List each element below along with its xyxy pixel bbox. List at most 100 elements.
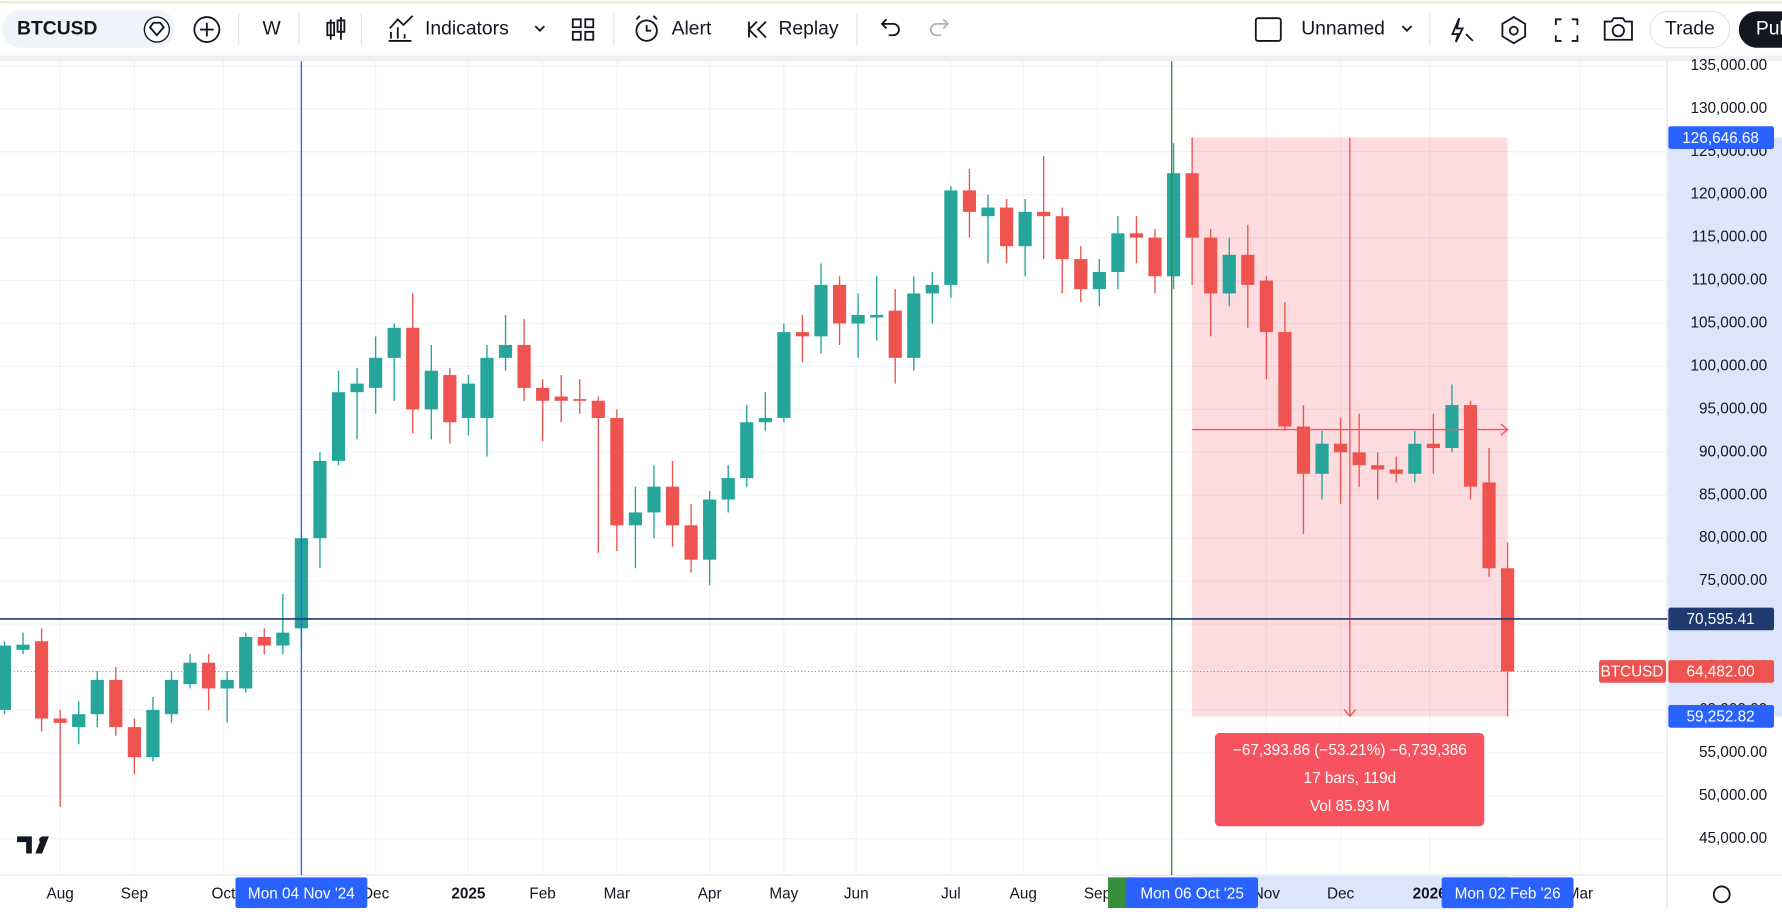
redo-button[interactable] [929,18,950,37]
publish-label[interactable]: Pul [1756,19,1782,40]
candle-body [1111,233,1125,272]
fullscreen-button[interactable] [1554,18,1579,42]
indicators-button[interactable]: Indicators [425,19,509,40]
candle-body [870,314,884,318]
last-price-label: 64,482.00 [1687,664,1755,681]
crosshair-price-label-box [1668,607,1775,631]
x-tick-label: Jun [844,885,869,902]
y-tick-label: 110,000.00 [1692,272,1768,289]
candle-body [536,387,550,401]
candle-body [220,679,234,689]
indicators-icon[interactable] [388,15,414,42]
undo-button[interactable] [880,18,900,37]
settings-dot [1508,25,1519,36]
candle-body [1129,233,1144,238]
measure-volume: Vol 85.93 M [1310,798,1390,815]
measure-bars: 17 bars, 119d [1304,770,1397,787]
axis-settings[interactable] [1712,885,1731,904]
candle-body [424,370,438,410]
candle-body [1259,280,1273,333]
x-tick-label: Jul [941,885,961,902]
candle-body [703,499,717,560]
symbol[interactable]: BTCUSD [17,19,97,40]
trade-label[interactable]: Trade [1665,19,1715,40]
x-tick-label: Sep [121,885,148,902]
candle-body [276,632,290,646]
x-tick-label: Oct [212,885,237,902]
candle-body [1055,216,1069,260]
date-label: Mon 02 Feb '26 [1455,885,1561,902]
candle-body [1463,405,1478,487]
x-tick-label: May [769,885,798,902]
dropdown-icon[interactable] [534,25,546,32]
date-label-box [1441,877,1574,909]
replay-icon[interactable] [747,20,767,39]
candle-body [53,718,67,723]
toolbar [0,0,1782,57]
y-tick-label: 55,000.00 [1699,744,1767,761]
toolbar-divider [0,55,1782,62]
candle-body [1222,254,1236,294]
y-tick-label: 130,000.00 [1690,100,1767,117]
low-price-label-box [1668,704,1775,728]
candle-body [591,400,605,418]
overlays: 126,646.68 70,595.41 64,482.00 59,252.82 BTC… [0,61,1775,909]
candle-body [981,207,995,217]
candle-body [554,396,568,401]
candle-body [350,383,364,393]
candle-body [127,727,141,758]
replay-button[interactable]: Replay [778,19,838,40]
y-tick-label: 115,000.00 [1692,229,1768,246]
quick-search-button[interactable] [1451,17,1474,43]
snapshot-button[interactable] [1603,17,1633,41]
candle-body [16,644,30,650]
crosshair-price-label: 70,595.41 [1687,611,1755,628]
candle-body [239,636,253,689]
candle-body [610,417,624,526]
candle-body [1426,443,1440,449]
alert-button[interactable]: Alert [672,19,712,40]
interval[interactable]: W [263,19,282,40]
candle-body [109,679,123,728]
candle-body [795,332,810,337]
candle-body [1204,237,1218,294]
measure-info-box [1214,733,1485,827]
date-marker-stub [1108,877,1131,909]
candle-body [1148,237,1162,277]
layout-dropdown[interactable] [1401,25,1413,32]
candle-body [146,709,160,758]
candle-body [498,344,513,358]
candle-body [1092,271,1106,290]
candle-body [665,486,680,526]
x-tick-label: Mar [604,885,630,902]
y-tick-label: 95,000.00 [1699,400,1767,417]
publish-button[interactable] [1738,11,1782,48]
candle-body [1445,405,1459,449]
candle-body [35,641,49,719]
symbol-search[interactable] [2,10,176,48]
candle-body [1482,482,1496,569]
layout-name[interactable]: Unnamed [1301,19,1385,40]
alert-icon[interactable] [635,19,658,42]
x-tick-label: Dec [362,885,390,902]
templates-button[interactable] [571,18,595,41]
x-tick-label: Aug [1010,885,1037,902]
y-tick-label: 105,000.00 [1690,315,1767,332]
settings-button[interactable] [1501,15,1527,45]
candle-body [1166,173,1181,277]
candle-body [387,327,401,358]
date-label: Mon 06 Oct '25 [1140,885,1243,902]
trade-button[interactable] [1649,10,1731,49]
chart-type-button[interactable] [326,17,346,40]
compare-button[interactable] [193,16,221,43]
y-tick-label: 50,000.00 [1699,787,1767,804]
layout-icon[interactable] [1254,17,1282,42]
candle-body [1389,469,1403,474]
symbol-tag: BTCUSD [1600,664,1663,681]
candle-body [907,293,921,358]
candle-body [999,207,1014,247]
candle-body [1315,443,1329,474]
symbol-icon[interactable] [143,16,171,43]
candle-body [573,399,587,401]
